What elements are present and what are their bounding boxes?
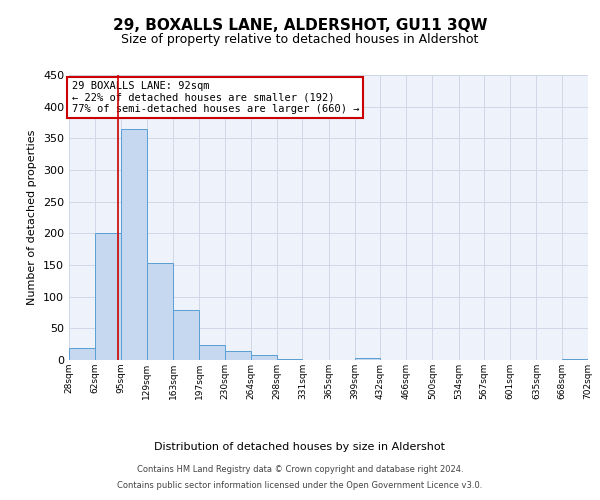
Bar <box>173 310 199 360</box>
Y-axis label: Number of detached properties: Number of detached properties <box>28 130 37 305</box>
Bar <box>355 358 380 360</box>
Text: 29 BOXALLS LANE: 92sqm
← 22% of detached houses are smaller (192)
77% of semi-de: 29 BOXALLS LANE: 92sqm ← 22% of detached… <box>71 80 359 114</box>
Text: Contains public sector information licensed under the Open Government Licence v3: Contains public sector information licen… <box>118 480 482 490</box>
Text: 29, BOXALLS LANE, ALDERSHOT, GU11 3QW: 29, BOXALLS LANE, ALDERSHOT, GU11 3QW <box>113 18 487 32</box>
Text: Distribution of detached houses by size in Aldershot: Distribution of detached houses by size … <box>155 442 445 452</box>
Bar <box>147 263 173 360</box>
Text: Contains HM Land Registry data © Crown copyright and database right 2024.: Contains HM Land Registry data © Crown c… <box>137 466 463 474</box>
Text: Size of property relative to detached houses in Aldershot: Size of property relative to detached ho… <box>121 32 479 46</box>
Bar <box>277 358 302 360</box>
Bar <box>199 346 224 360</box>
Bar <box>224 350 251 360</box>
Bar <box>69 348 95 360</box>
Bar <box>251 355 277 360</box>
Bar <box>562 358 588 360</box>
Bar <box>121 129 147 360</box>
Bar <box>95 234 121 360</box>
